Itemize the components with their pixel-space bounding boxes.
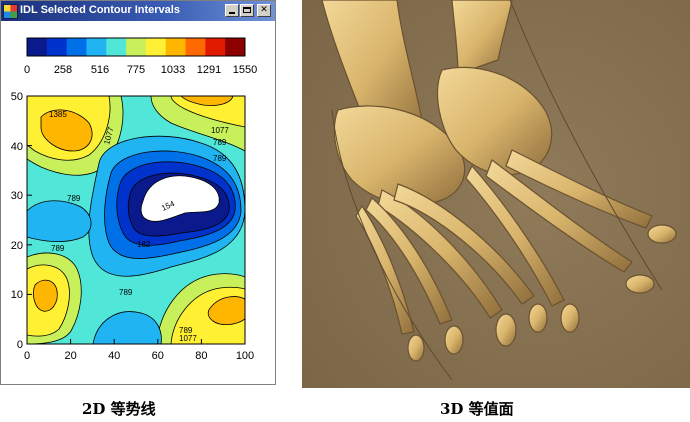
foot-bones-render [302, 0, 690, 388]
x-tick-label: 20 [64, 350, 76, 362]
metatarsal-shape [377, 189, 503, 319]
metatarsal-shape [505, 149, 653, 229]
idl-window: IDL Selected Contour Intervals ✕ 0 258 5… [0, 0, 276, 385]
colorbar-cell [106, 38, 127, 56]
colorbar-tick-label: 775 [127, 64, 145, 76]
window-title: IDL Selected Contour Intervals [20, 4, 180, 16]
tendons [331, 0, 663, 381]
contour-label: 1385 [49, 110, 67, 119]
window-titlebar[interactable]: IDL Selected Contour Intervals ✕ [1, 1, 275, 21]
x-tick-label: 60 [152, 350, 164, 362]
contour-band [180, 96, 234, 106]
contour-band [140, 175, 220, 222]
bones [321, 0, 677, 362]
tendon-line [331, 109, 453, 381]
x-tick-label: 0 [24, 350, 30, 362]
contour-band [33, 279, 58, 312]
contour-label: 789 [119, 288, 133, 297]
x-tick-label: 100 [236, 350, 254, 362]
contour-label: 789 [213, 154, 227, 163]
toe-shape [407, 334, 425, 362]
close-icon: ✕ [260, 5, 268, 15]
colorbar-tick-label: 258 [54, 64, 72, 76]
idl-app-icon[interactable] [3, 4, 18, 19]
contour-band [27, 200, 92, 242]
tarsal-shape [333, 105, 466, 206]
toe-shape [444, 325, 464, 355]
volume-render-image [302, 0, 690, 388]
contour-label: 1077 [179, 334, 197, 343]
contour-label: 789 [67, 194, 81, 203]
colorbar-tick-label: 1291 [197, 64, 221, 76]
colorbar-tick-label: 1033 [161, 64, 185, 76]
contour-label: 1077 [211, 126, 229, 135]
colorbar-cell [165, 38, 187, 56]
caption-2d: 2D 等势线 [82, 400, 156, 418]
colorbar-cell [126, 38, 147, 56]
caption-3d: 3D 等值面 [440, 400, 514, 418]
colorbar-tick-label: 516 [91, 64, 109, 76]
x-tick-label: 40 [108, 350, 120, 362]
colorbar-cell [225, 38, 246, 56]
contour-band [207, 296, 245, 325]
contour-label: 182 [137, 240, 151, 249]
contour-band [170, 96, 245, 128]
contour-label: 789 [213, 138, 227, 147]
maximize-icon [243, 7, 251, 13]
toe-shape [625, 274, 655, 294]
toe-shape [560, 303, 580, 333]
close-button[interactable]: ✕ [257, 4, 271, 17]
colorbar-cell [185, 38, 206, 56]
y-tick-label: 20 [11, 240, 23, 252]
colorbar-cell [27, 38, 48, 56]
colorbar-cell [145, 38, 167, 56]
leg-bone-shape [451, 0, 513, 75]
y-tick-label: 10 [11, 289, 23, 301]
colorbar: 0 258 516 775 1033 1291 1550 [24, 37, 257, 76]
colorbar-cell [46, 38, 68, 56]
x-tick-label: 80 [195, 350, 207, 362]
metatarsal-shape [465, 164, 565, 307]
y-axis: 0 10 20 30 40 50 [11, 91, 32, 351]
contour-band [40, 109, 93, 152]
metatarsal-shape [393, 183, 535, 305]
contour-band [92, 311, 162, 344]
contour-fill-area [27, 96, 245, 344]
x-axis: 0 20 40 60 80 100 [24, 339, 254, 362]
y-tick-label: 40 [11, 141, 23, 153]
toe-shape [528, 303, 548, 333]
toe-shape [495, 313, 517, 347]
maximize-button[interactable] [240, 4, 254, 17]
colorbar-cells [27, 38, 246, 56]
colorbar-cell [205, 38, 226, 56]
colorbar-cell [86, 38, 107, 56]
colorbar-tick-label: 1550 [233, 64, 257, 76]
colorbar-frame [26, 37, 246, 57]
contour-plot: 1385 1077 789 789 1077 789 789 1077 789 … [11, 91, 254, 362]
tendon-line [509, 0, 663, 291]
colorbar-cell [66, 38, 87, 56]
minimize-button[interactable] [225, 4, 239, 17]
minimize-icon [229, 12, 235, 14]
y-tick-label: 30 [11, 190, 23, 202]
metatarsal-shape [485, 159, 633, 273]
colorbar-ticks: 0 258 516 775 1033 1291 1550 [24, 64, 257, 76]
y-tick-label: 0 [17, 339, 23, 351]
contour-label: 789 [179, 326, 193, 335]
metatarsal-shape [365, 197, 453, 325]
colorbar-tick-label: 0 [24, 64, 30, 76]
toe-shape [647, 224, 677, 244]
plot-frame [26, 95, 246, 345]
y-tick-label: 50 [11, 91, 23, 103]
contour-label: 789 [51, 244, 65, 253]
